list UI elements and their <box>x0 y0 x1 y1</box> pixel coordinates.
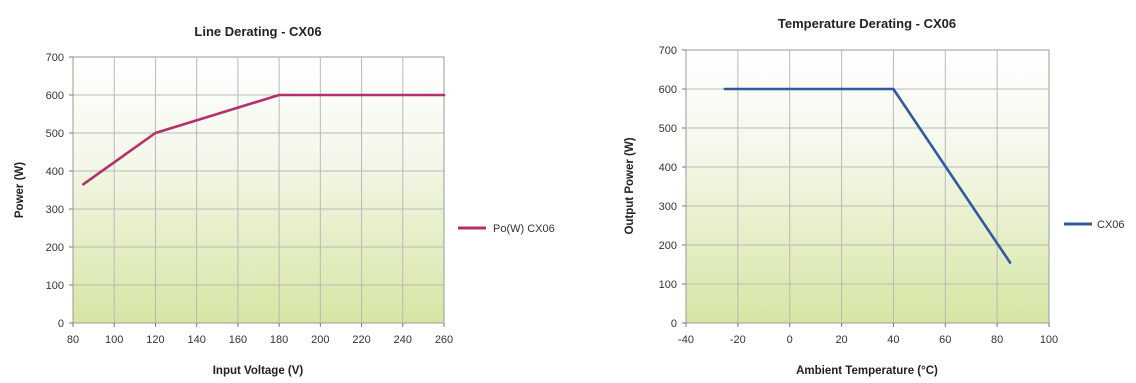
x-tick-label: 160 <box>229 334 247 346</box>
chart-title: Line Derating - CX06 <box>194 24 321 39</box>
x-tick-label: 80 <box>67 334 79 346</box>
x-tick-label: 100 <box>1040 334 1058 346</box>
axes: -40 -20 0 20 40 60 80 100 0 100 200 300 400 500 600 700 <box>659 45 1059 346</box>
y-tick-label: 300 <box>659 201 677 213</box>
line-derating-chart: 80 100 120 140 160 180 200 220 240 260 0 100 200 300 4… <box>14 24 555 377</box>
x-tick-label: 60 <box>939 334 951 346</box>
x-tick-label: 200 <box>311 334 329 346</box>
series-group <box>723 87 1012 264</box>
y-tick-label: 600 <box>659 84 677 96</box>
y-tick-label: 600 <box>46 90 64 102</box>
x-tick-label: 240 <box>394 334 412 346</box>
x-axis-title: Input Voltage (V) <box>213 365 304 377</box>
x-tick-label: 180 <box>270 334 288 346</box>
y-tick-label: 700 <box>659 45 677 57</box>
temperature-derating-chart: -40 -20 0 20 40 60 80 100 0 100 200 300 400 500 600 700… <box>624 16 1125 377</box>
legend-label: CX06 <box>1097 219 1125 231</box>
y-tick-label: 400 <box>46 166 64 178</box>
y-tick-label: 0 <box>671 318 677 330</box>
y-axis-title: Output Power (W) <box>624 137 636 234</box>
series-line <box>82 93 446 186</box>
x-axis-title: Ambient Temperature (°C) <box>796 365 938 377</box>
y-tick-label: 100 <box>659 279 677 291</box>
x-tick-label: -20 <box>730 334 746 346</box>
y-tick-label: 500 <box>46 128 64 140</box>
grid <box>686 50 1049 323</box>
x-tick-label: 40 <box>887 334 899 346</box>
x-tick-label: 0 <box>787 334 793 346</box>
y-tick-label: 100 <box>46 280 64 292</box>
y-axis-title: Power (W) <box>14 162 26 218</box>
legend: Po(W) CX06 <box>458 223 555 235</box>
x-tick-label: 20 <box>835 334 847 346</box>
x-tick-label: 260 <box>435 334 453 346</box>
x-tick-label: 80 <box>991 334 1003 346</box>
axes: 80 100 120 140 160 180 200 220 240 260 0 100 200 300 4… <box>46 52 454 346</box>
x-tick-label: 120 <box>146 334 164 346</box>
legend-label: Po(W) CX06 <box>493 223 555 235</box>
y-tick-label: 500 <box>659 123 677 135</box>
plot-area <box>72 56 445 324</box>
x-tick-label: -40 <box>678 334 694 346</box>
y-tick-label: 200 <box>46 242 64 254</box>
x-tick-label: 140 <box>187 334 205 346</box>
x-tick-label: 100 <box>105 334 123 346</box>
plot-area <box>685 49 1050 324</box>
x-tick-label: 220 <box>352 334 370 346</box>
y-tick-label: 300 <box>46 204 64 216</box>
y-tick-label: 200 <box>659 240 677 252</box>
series-group <box>82 93 446 186</box>
y-tick-label: 400 <box>659 162 677 174</box>
y-tick-label: 700 <box>46 52 64 64</box>
legend: CX06 <box>1064 219 1125 231</box>
chart-title: Temperature Derating - CX06 <box>778 16 956 31</box>
series-line <box>723 87 1012 264</box>
y-tick-label: 0 <box>58 318 64 330</box>
